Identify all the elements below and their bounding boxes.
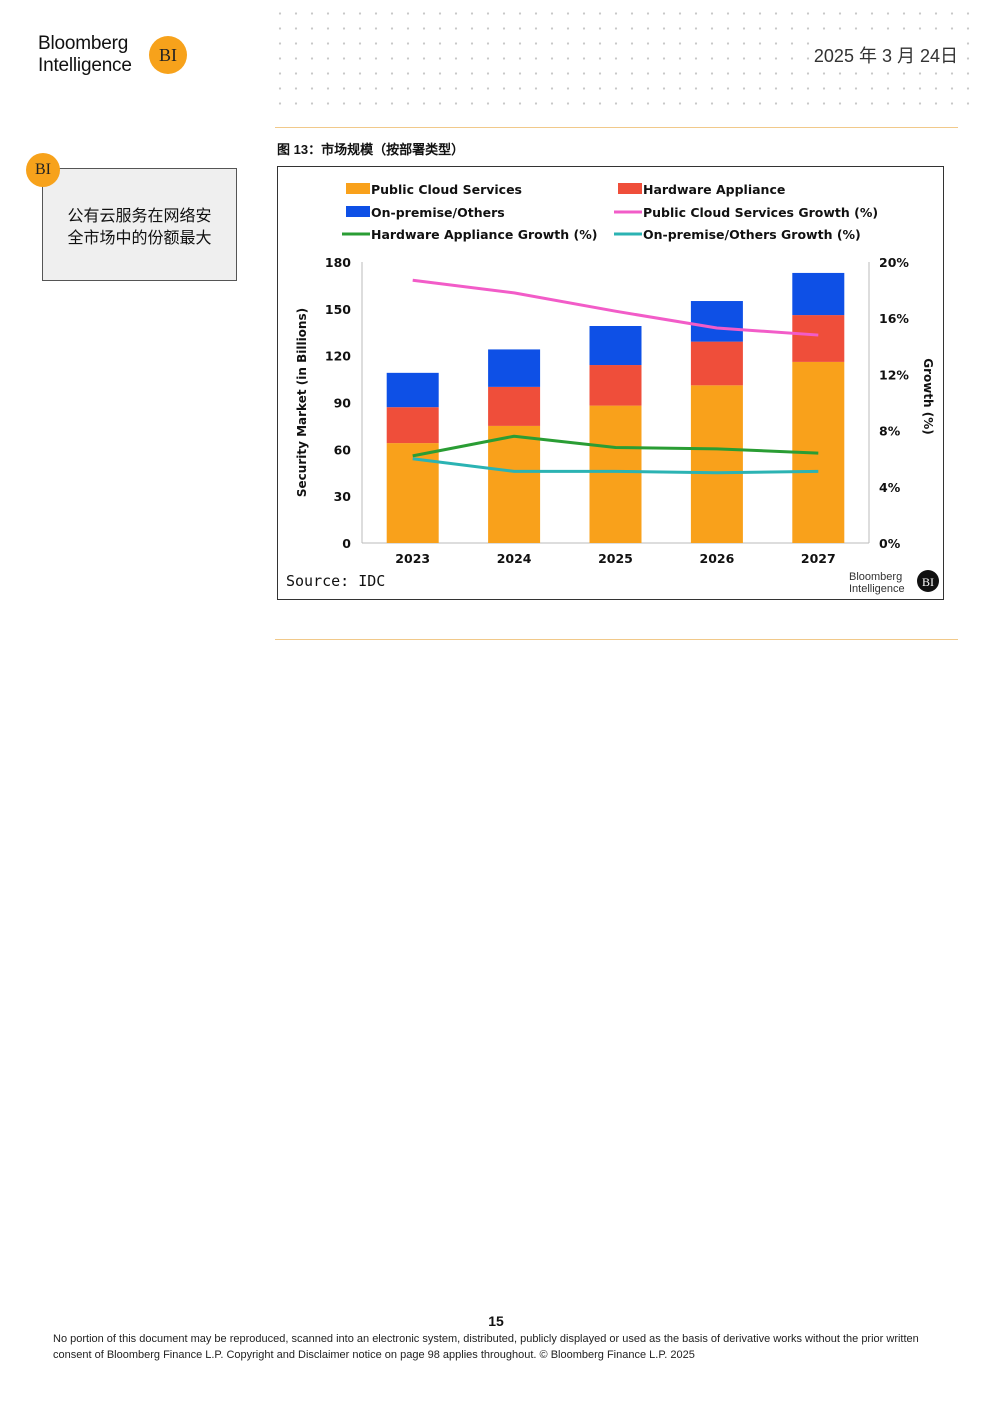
y-tick-label: 120 [325,349,351,364]
watermark-text: Bloomberg [849,571,902,583]
figure-caption: 图 13：市场规模（按部署类型） [277,142,465,157]
bar-segment [488,425,541,543]
x-tick-label: 2027 [801,551,836,566]
legend-label: Hardware Appliance Growth (%) [371,227,597,242]
watermark-badge-text: BI [922,575,934,589]
legend-swatch [618,183,642,194]
legend-swatch [346,206,370,217]
bar-segment [792,315,845,362]
report-date: 2025 年 3 月 24日 [809,42,958,68]
bar-segment [386,443,439,543]
bar-segment [690,385,743,543]
x-tick-label: 2025 [598,551,633,566]
legend-label: Public Cloud Services Growth (%) [643,205,878,220]
y2-tick-label: 4% [879,480,901,495]
y2-tick-label: 20% [879,255,909,270]
disclaimer-text: No portion of this document may be repro… [53,1333,919,1361]
top-divider [275,127,958,128]
x-tick-label: 2026 [700,551,735,566]
y-tick-label: 90 [334,396,352,411]
bar-segment [589,326,642,366]
bloomberg-intelligence-logo: Bloomberg Intelligence [38,33,132,77]
y-axis-title: Security Market (in Billions) [295,308,309,497]
bar-segment [690,341,743,386]
bi-logo-badge: BI [149,36,187,74]
legend-label: Public Cloud Services [371,182,522,197]
y-tick-label: 60 [334,442,352,457]
sidebar-note-text: 公有云服务在网络安全市场中的份额最大 [67,208,212,247]
bar-segment [488,349,541,387]
sidebar-note-box: 公有云服务在网络安全市场中的份额最大 [42,168,237,281]
y2-tick-label: 8% [879,424,901,439]
legend-label: Hardware Appliance [643,182,785,197]
legend-label: On-premise/Others [371,205,505,220]
bar-segment [792,272,845,316]
bar-segment [589,405,642,543]
page-number: 15 [488,1313,504,1329]
market-size-chart: Public Cloud Services Hardware Appliance O… [286,182,939,595]
growth-line [412,457,819,475]
y2-tick-label: 16% [879,311,909,326]
growth-line [412,434,819,458]
chart-frame: Public Cloud Services Hardware Appliance O… [277,166,944,600]
bar-segment [690,301,743,342]
y-tick-label: 30 [334,489,352,504]
watermark-text: Intelligence [849,583,905,595]
legend-label: On-premise/Others Growth (%) [643,227,861,242]
y-tick-label: 180 [325,255,351,270]
chart-source: Source: IDC [286,572,385,590]
bar-segment [386,372,439,408]
bar-segment [386,407,439,444]
y2-tick-label: 12% [879,367,909,382]
y-tick-label: 150 [325,302,351,317]
x-tick-label: 2023 [395,551,430,566]
y2-axis-title: Growth (%) [921,358,935,435]
growth-line [412,278,819,337]
sidebar-bi-badge: BI [26,153,60,187]
y2-tick-label: 0% [879,536,901,551]
logo-text-line2: Intelligence [38,55,132,76]
logo-text-line1: Bloomberg [38,33,129,54]
bar-segment [488,386,541,426]
y-tick-label: 0 [342,536,351,551]
bottom-divider [275,639,958,640]
legend-swatch [346,183,370,194]
bar-segment [589,365,642,406]
watermark-badge [917,570,939,592]
x-tick-label: 2024 [497,551,532,566]
